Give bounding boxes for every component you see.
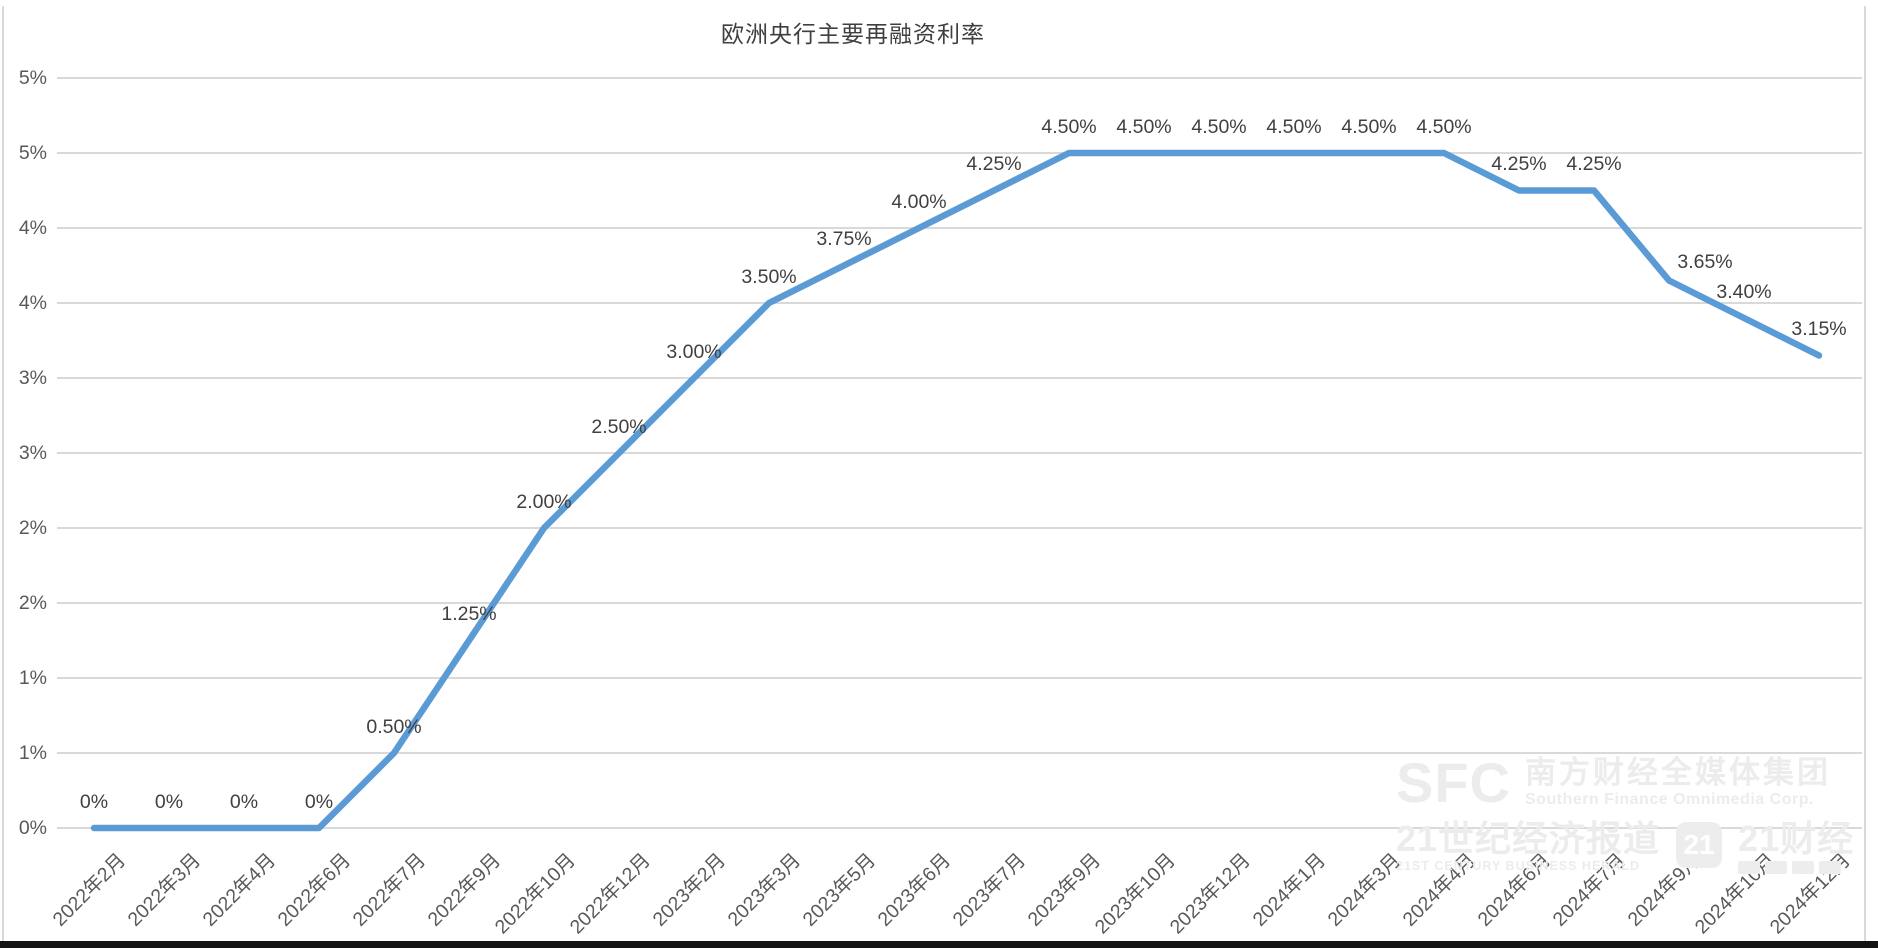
gridline	[57, 602, 1862, 604]
herald-chinese-name: 21世纪经济报道	[1396, 818, 1661, 859]
x-axis-tick-label: 2024年1月	[1248, 849, 1330, 931]
sfc-english-name: Southern Finance Omnimedia Corp.	[1525, 791, 1814, 808]
data-label: 2.00%	[516, 490, 572, 513]
x-axis-tick-label: 2024年3月	[1323, 849, 1405, 931]
y-axis-tick-label: 3%	[18, 367, 47, 389]
x-axis-tick-label: 2023年6月	[873, 849, 955, 931]
gridline	[57, 302, 1862, 304]
gridline	[57, 377, 1862, 379]
herald-english-name: 21ST CENTURY BUSINESS HERALD	[1396, 859, 1641, 873]
x-axis-tick-label: 2022年7月	[348, 849, 430, 931]
data-label: 3.75%	[816, 228, 872, 250]
x-axis-tick-label: 2022年4月	[198, 849, 280, 931]
data-label: 4.50%	[1266, 115, 1322, 138]
x-axis-tick-label: 2022年3月	[123, 849, 205, 931]
data-label: 4.25%	[966, 153, 1022, 175]
x-axis-tick-label: 2023年10月	[1090, 849, 1180, 939]
data-label: 4.50%	[1416, 115, 1472, 138]
data-label: 0%	[154, 790, 184, 813]
watermark-21herald: 21世纪经济报道 21ST CENTURY BUSINESS HERALD 21…	[1396, 820, 1854, 874]
chart-right-border	[1864, 6, 1866, 941]
data-label: 0%	[304, 790, 334, 813]
x-axis-tick-label: 2023年7月	[948, 849, 1030, 931]
data-label: 1.25%	[441, 603, 497, 625]
x-axis-tick-label: 2022年2月	[48, 849, 130, 931]
data-label: 0%	[229, 790, 259, 813]
data-label: 0.50%	[366, 715, 422, 738]
data-label: 3.00%	[666, 340, 722, 363]
y-axis-tick-label: 3%	[18, 442, 47, 464]
y-axis-tick-label: 1%	[18, 667, 47, 689]
y-axis-tick-label: 2%	[18, 592, 47, 614]
chart-title: 欧洲央行主要再融资利率	[721, 22, 985, 47]
data-label: 4.00%	[891, 190, 947, 213]
data-label: 4.50%	[1191, 115, 1247, 138]
y-axis-tick-label: 0%	[18, 817, 47, 839]
y-axis-tick-label: 4%	[18, 217, 47, 239]
chart-left-border	[2, 6, 4, 941]
gridline	[57, 77, 1862, 79]
gridline	[57, 227, 1862, 229]
data-label: 4.25%	[1566, 153, 1622, 175]
y-axis-tick-label: 5%	[18, 67, 47, 89]
y-axis-tick-label: 4%	[18, 292, 47, 314]
data-label: 4.50%	[1341, 115, 1397, 138]
x-axis-tick-label: 2022年6月	[273, 849, 355, 931]
gridline	[57, 527, 1862, 529]
data-label: 2.50%	[591, 415, 647, 438]
data-label: 3.40%	[1716, 280, 1772, 303]
x-axis-tick-label: 2023年3月	[723, 849, 805, 931]
21jingji-name: 21财经	[1738, 818, 1855, 859]
data-label: 4.50%	[1116, 115, 1172, 138]
window-bottom-edge	[0, 941, 1878, 948]
data-label: 0%	[79, 790, 109, 813]
sfc-logo-text: SFC	[1396, 751, 1511, 814]
data-label: 3.65%	[1677, 250, 1733, 273]
gridline	[57, 452, 1862, 454]
y-axis-tick-label: 2%	[18, 517, 47, 539]
data-label: 4.50%	[1041, 115, 1097, 138]
21-badge-icon: 21	[1676, 822, 1723, 868]
data-label: 3.15%	[1791, 318, 1847, 340]
y-axis-tick-label: 5%	[18, 142, 47, 164]
x-axis-tick-label: 2023年5月	[798, 849, 880, 931]
x-axis-tick-label: 2023年2月	[648, 849, 730, 931]
sfc-chinese-name: 南方财经全媒体集团	[1525, 755, 1831, 790]
x-axis-tick-label: 2022年10月	[490, 849, 580, 939]
y-axis-tick-label: 1%	[18, 742, 47, 764]
gridline	[57, 677, 1862, 679]
21jingji-tag-blocks	[1738, 861, 1854, 874]
data-label: 3.50%	[741, 265, 797, 288]
x-axis-tick-label: 2022年12月	[565, 849, 655, 939]
data-label: 4.25%	[1491, 153, 1547, 175]
x-axis-tick-label: 2023年12月	[1165, 849, 1255, 939]
watermark-sfc-logo: SFC 南方财经全媒体集团 Southern Finance Omnimedia…	[1396, 754, 1831, 812]
